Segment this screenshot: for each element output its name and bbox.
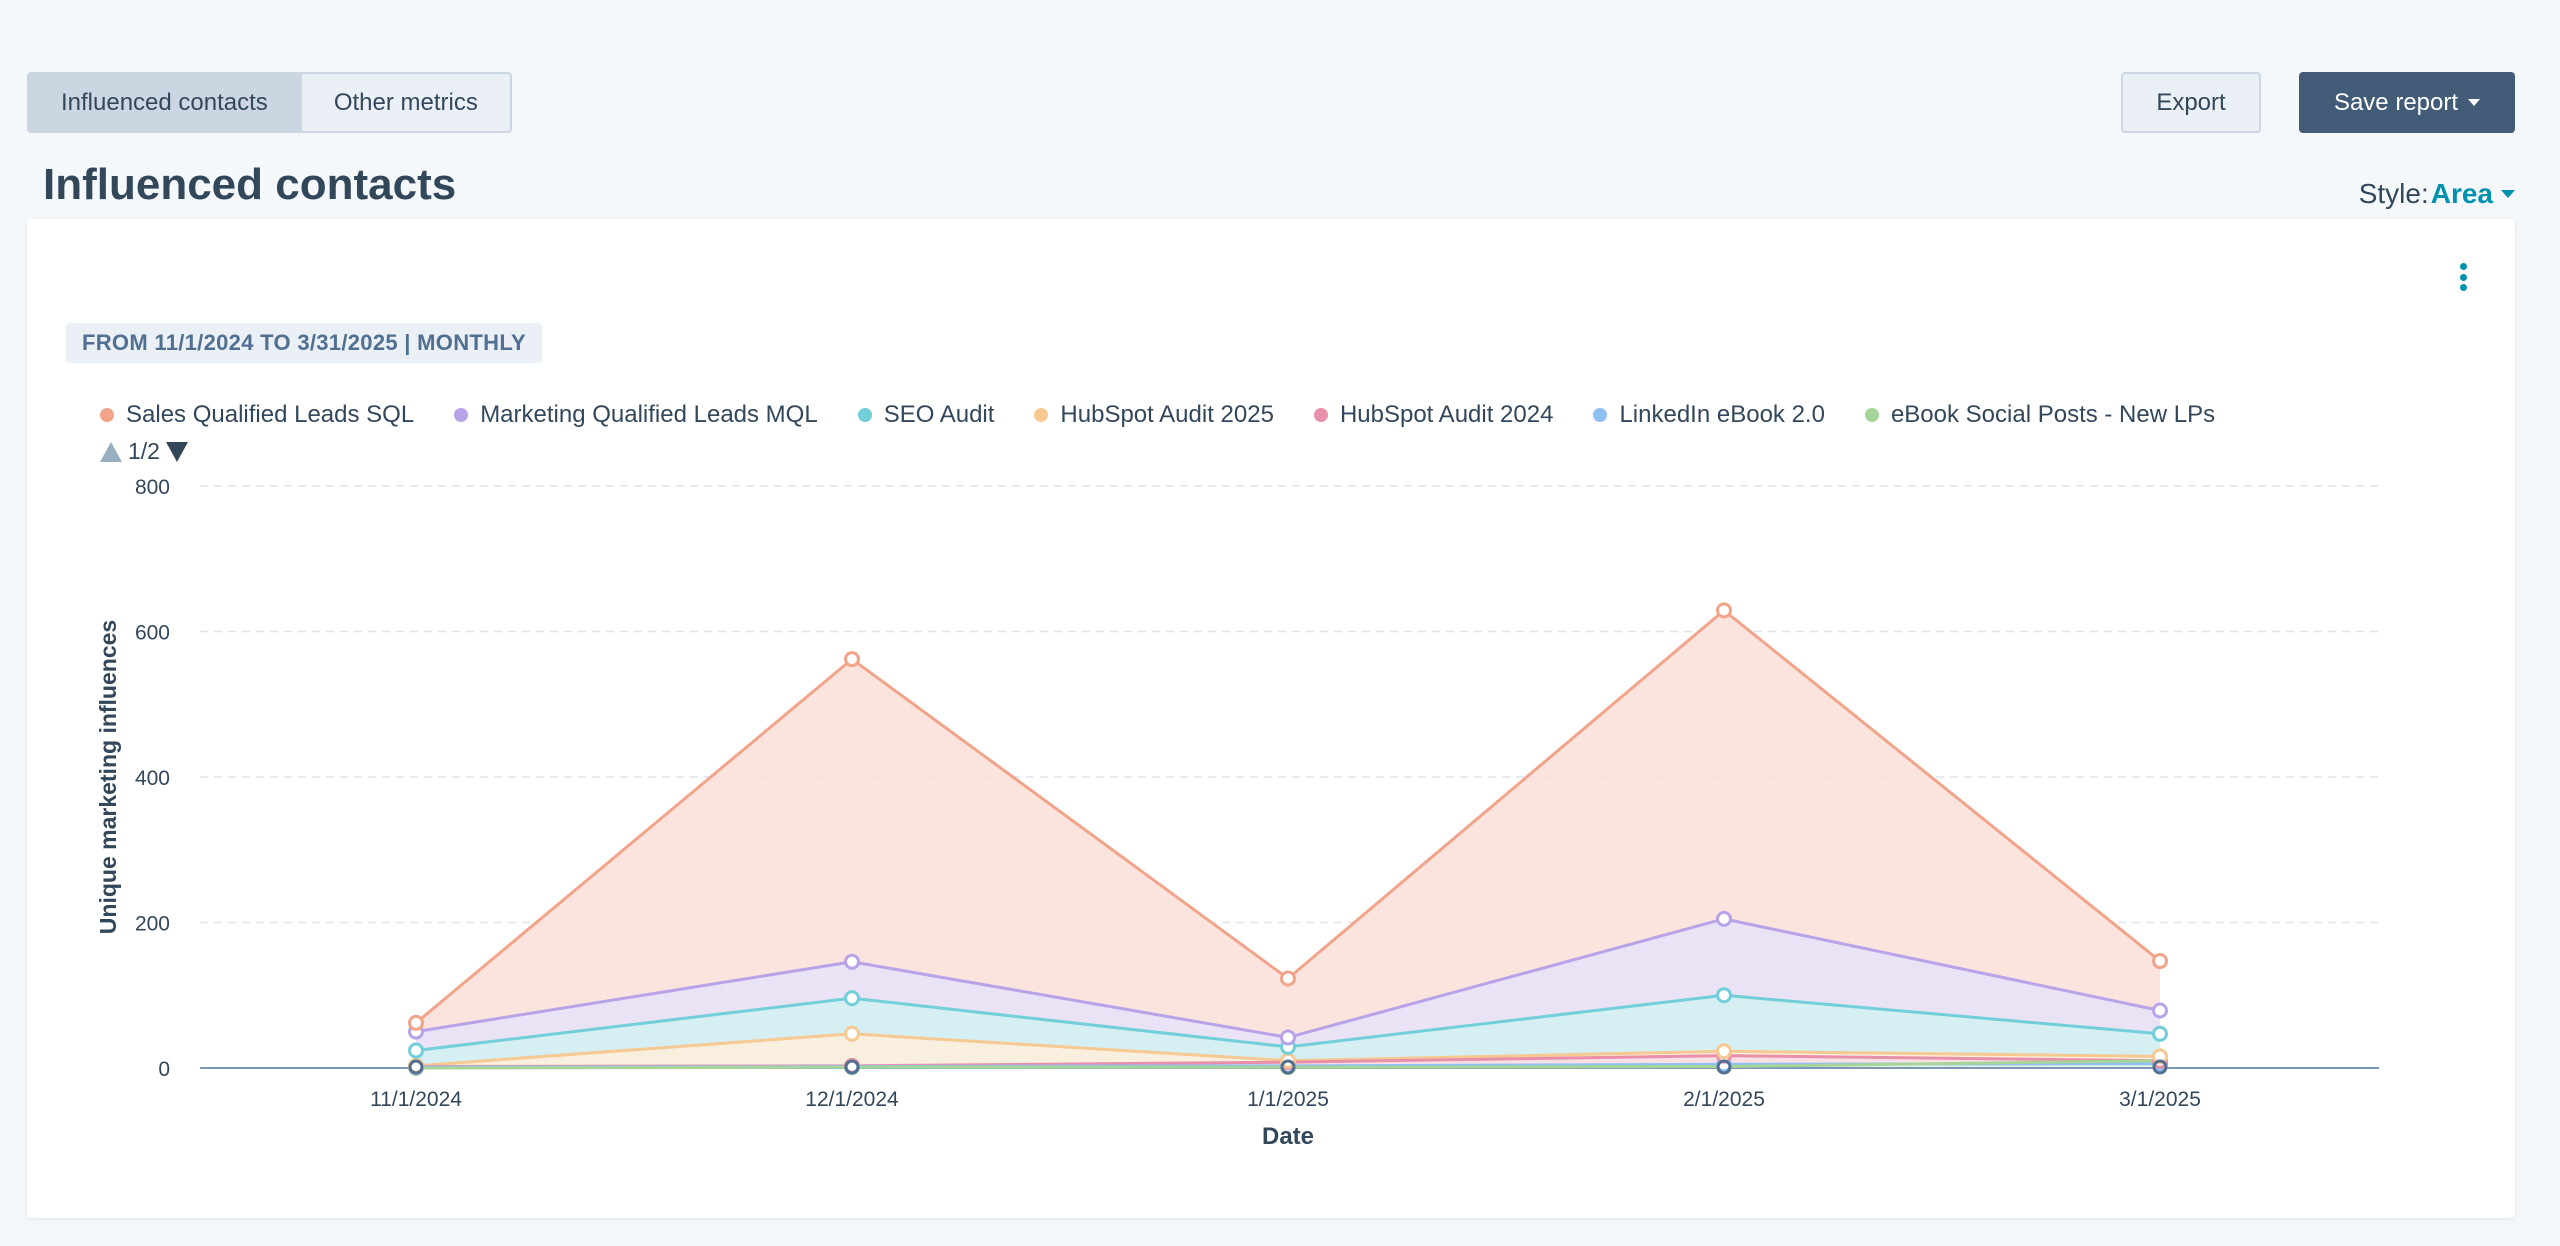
data-point[interactable] (408, 1059, 424, 1075)
data-point[interactable] (1716, 602, 1732, 619)
data-point[interactable] (2152, 953, 2168, 970)
data-point[interactable] (1716, 1043, 1732, 1060)
data-point[interactable] (1716, 1059, 1732, 1075)
legend-label: HubSpot Audit 2025 (1060, 401, 1274, 428)
chart-card: FROM 11/1/2024 TO 3/31/2025 | MONTHLY Sa… (27, 219, 2515, 1218)
legend-item[interactable]: LinkedIn eBook 2.0 (1593, 401, 1825, 429)
data-point[interactable] (844, 953, 860, 970)
legend-dot-icon (1034, 408, 1049, 422)
data-point[interactable] (2152, 1002, 2168, 1019)
legend-item[interactable]: HubSpot Audit 2025 (1034, 401, 1274, 429)
data-point[interactable] (2152, 1048, 2168, 1065)
legend-dot-icon (857, 408, 872, 422)
legend-dot-icon (1593, 408, 1608, 422)
style-dropdown[interactable]: Area (2430, 178, 2493, 209)
report-tabs: Influenced contacts Other metrics (27, 72, 512, 133)
x-tick-label: 11/1/2024 (370, 1088, 462, 1111)
x-tick-label: 1/1/2025 (1247, 1088, 1329, 1111)
legend-label: eBook Social Posts - New LPs (1890, 401, 2216, 428)
more-options-icon[interactable] (2451, 257, 2475, 297)
y-axis-title: Unique marketing influences (95, 620, 121, 934)
x-tick-label: 2/1/2025 (1683, 1088, 1765, 1111)
export-button[interactable]: Export (2121, 72, 2261, 133)
legend-item[interactable]: SEO Audit (857, 401, 995, 429)
legend-dot-icon (1864, 408, 1879, 422)
save-report-button[interactable]: Save report (2299, 72, 2515, 133)
caret-down-icon[interactable] (2501, 190, 2515, 198)
data-point[interactable] (1280, 970, 1296, 987)
legend-label: Marketing Qualified Leads MQL (480, 401, 818, 428)
legend-dot-icon (454, 408, 469, 422)
page-title: Influenced contacts (43, 160, 457, 209)
legend-dot-icon (100, 408, 114, 422)
area-chart: 0 200 400 600 800 11/1/2024 12/1/2024 1/1/2025 2… (95, 476, 2379, 1150)
data-point[interactable] (844, 1025, 860, 1042)
legend-item[interactable]: eBook Social Posts - New LPs (1864, 401, 2216, 429)
data-point[interactable] (1716, 987, 1732, 1004)
data-point[interactable] (844, 1059, 860, 1075)
tab-other-metrics[interactable]: Other metrics (301, 72, 512, 133)
legend-item[interactable]: Sales Qualified Leads SQL (100, 401, 414, 429)
data-point[interactable] (2152, 1059, 2168, 1075)
y-tick-label: 400 (135, 767, 170, 790)
data-point[interactable] (408, 1042, 424, 1059)
tab-influenced-contacts[interactable]: Influenced contacts (27, 72, 302, 133)
style-label: Style: (2358, 178, 2429, 209)
legend-next-icon[interactable] (165, 441, 188, 462)
caret-down-icon (2468, 99, 2481, 106)
data-point[interactable] (844, 990, 860, 1007)
y-tick-label: 0 (158, 1058, 170, 1081)
legend-item[interactable]: Marketing Qualified Leads MQL (454, 401, 818, 429)
legend-label: HubSpot Audit 2024 (1339, 401, 1554, 428)
date-range-label: FROM 11/1/2024 TO 3/31/2025 | MONTHLY (66, 323, 543, 363)
legend-label: Sales Qualified Leads SQL (126, 401, 415, 428)
legend-label: LinkedIn eBook 2.0 (1619, 401, 1825, 428)
data-point[interactable] (1280, 1029, 1296, 1046)
x-tick-label: 3/1/2025 (2119, 1088, 2201, 1111)
data-point[interactable] (408, 1014, 424, 1031)
y-tick-label: 600 (135, 622, 170, 645)
chart-legend: Sales Qualified Leads SQL Marketing Quali… (100, 401, 2215, 429)
legend-dot-icon (1313, 408, 1328, 422)
legend-prev-icon[interactable] (100, 441, 122, 462)
legend-page-indicator: 1/2 (128, 438, 160, 464)
data-point[interactable] (1716, 910, 1732, 927)
legend-pager: 1/2 (100, 438, 188, 465)
y-tick-label: 800 (135, 476, 170, 499)
legend-item[interactable]: HubSpot Audit 2024 (1313, 401, 1554, 429)
data-point[interactable] (1280, 1059, 1296, 1075)
x-tick-label: 12/1/2024 (805, 1088, 899, 1111)
legend-label: SEO Audit (883, 401, 995, 428)
style-selector: Style: Area (2359, 178, 2515, 210)
save-report-label: Save report (2333, 88, 2459, 116)
x-axis-title: Date (1262, 1123, 1314, 1150)
data-point[interactable] (844, 651, 860, 668)
data-point[interactable] (2152, 1025, 2168, 1042)
y-tick-label: 200 (135, 913, 170, 936)
